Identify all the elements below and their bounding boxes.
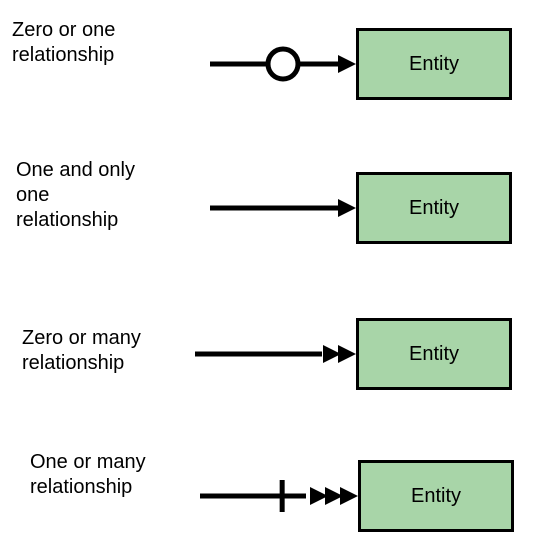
- one-or-many-connector: [0, 0, 533, 548]
- er-cardinality-diagram: Zero or one relationshipEntityOne and on…: [0, 0, 533, 548]
